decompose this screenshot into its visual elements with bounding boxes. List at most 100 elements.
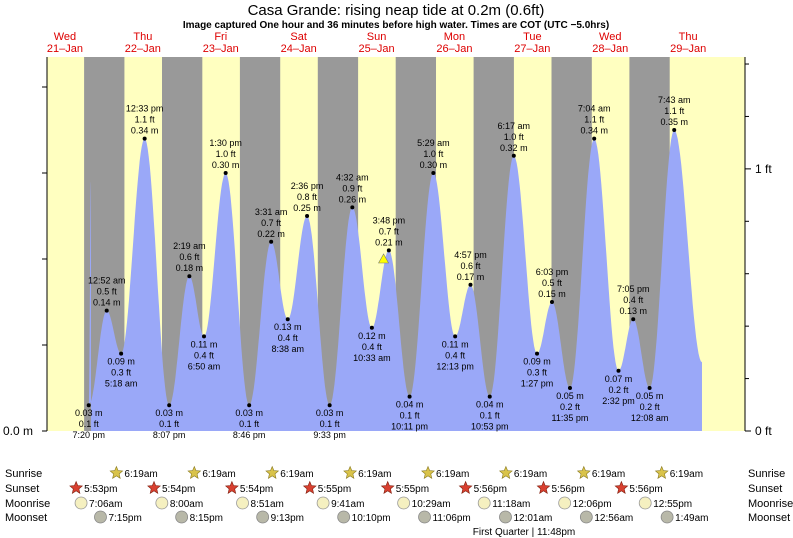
high-tide-marker: 3:48 pm0.7 ft0.21 m (373, 215, 405, 253)
row-label-right-moonrise: Moonrise (748, 498, 793, 510)
tide-feet: 0.1 ft (239, 419, 260, 429)
moonrise-time: 8:00am (170, 499, 203, 510)
high-tide-marker: 7:43 am1.1 ft0.35 m (658, 95, 691, 132)
moonset-time: 9:13pm (271, 513, 304, 524)
sunrise-time: 6:19am (280, 469, 313, 480)
sunset-icon (302, 480, 317, 494)
moonset-icon (175, 510, 189, 524)
tide-point (647, 386, 652, 390)
sunset-time: 5:55pm (396, 484, 429, 495)
sunrise-icon (109, 465, 124, 479)
moonrise-icon (397, 496, 411, 510)
low-tide-marker: 0.07 m0.2 ft2:32 pm (602, 368, 635, 406)
sunrise-time: 6:19am (436, 469, 469, 480)
high-tide-marker: 3:31 am0.7 ft0.22 m (255, 207, 287, 244)
sunset-icon (380, 480, 395, 494)
tide-time: 7:04 am (578, 104, 611, 114)
right-axis-label: 0 ft (755, 424, 772, 438)
tide-feet: 0.2 ft (560, 402, 581, 412)
tide-metres: 0.30 m (212, 160, 240, 170)
tide-feet: 0.3 ft (111, 368, 132, 378)
astronomy-rows: Sunrise Sunrise Sunset Sunset Moonrise Moonri… (5, 465, 793, 538)
tide-feet: 0.1 ft (400, 411, 421, 421)
tide-metres: 0.13 m (619, 306, 647, 316)
row-label-moonrise: Moonrise (5, 498, 50, 510)
tide-point (468, 282, 473, 287)
day-of-week: Sat (290, 31, 307, 43)
sunset-icon (458, 480, 473, 494)
tide-feet: 0.4 ft (194, 350, 215, 360)
sunrise-time: 6:19am (124, 469, 157, 480)
tide-time: 12:33 pm (126, 104, 164, 114)
moonset-icon (337, 510, 351, 524)
tide-metres: 0.04 m (396, 400, 424, 410)
low-tide-marker: 0.03 m0.1 ft8:07 pm (153, 403, 185, 440)
sunset-time: 5:56pm (552, 484, 585, 495)
sunrise-time: 6:19am (592, 469, 625, 480)
sunset-icon (536, 480, 551, 494)
moonrise-time: 8:51am (251, 499, 284, 510)
tide-time: 7:43 am (658, 95, 691, 105)
tide-time: 8:46 pm (233, 430, 266, 440)
tide-point (142, 136, 147, 141)
day-of-week: Thu (133, 31, 152, 43)
row-label-sunset: Sunset (5, 483, 39, 495)
tide-point (672, 128, 677, 132)
tide-time: 5:29 am (417, 138, 450, 148)
current-level-marker (378, 253, 390, 264)
tide-point (350, 205, 355, 210)
tide-feet: 0.1 ft (79, 419, 100, 429)
sunrise-icon (265, 465, 280, 479)
high-tide-marker: 7:05 pm0.4 ft0.13 m (617, 284, 649, 322)
high-tide-marker: 2:19 am0.6 ft0.18 m (173, 241, 206, 279)
day-date: 29–Jan (670, 43, 706, 55)
tide-feet: 0.4 ft (623, 295, 644, 305)
tide-metres: 0.04 m (476, 400, 504, 410)
tide-point (616, 368, 621, 373)
tide-feet: 0.5 ft (97, 287, 118, 297)
tide-feet: 0.2 ft (608, 385, 629, 395)
sunrise-icon (654, 465, 669, 479)
tide-metres: 0.25 m (293, 203, 321, 213)
right-axis-label: 1 ft (755, 162, 772, 176)
tide-point (511, 153, 516, 158)
tide-metres: 0.34 m (580, 126, 608, 136)
tide-time: 4:57 pm (454, 250, 487, 260)
tide-metres: 0.03 m (75, 408, 103, 418)
tide-point (592, 136, 597, 141)
axes: 0.0 m 0 ft 1 ft (3, 57, 772, 438)
moonset-icon (418, 510, 431, 524)
tide-point (453, 334, 458, 339)
tide-time: 2:19 am (173, 241, 206, 251)
day-date: 28–Jan (592, 43, 628, 55)
tide-metres: 0.09 m (107, 357, 135, 367)
sunrise-time: 6:19am (670, 469, 703, 480)
sunrise-time: 6:19am (358, 469, 391, 480)
row-label-sunrise: Sunrise (5, 468, 42, 480)
tide-feet: 0.3 ft (527, 368, 548, 378)
moonrise-icon (236, 496, 249, 510)
tide-point (104, 308, 109, 313)
day-date: 21–Jan (47, 43, 83, 55)
tide-point (269, 239, 274, 244)
tide-metres: 0.26 m (339, 194, 367, 204)
moonrise-icon (316, 496, 330, 510)
sunset-icon (224, 480, 239, 494)
day-date: 26–Jan (436, 43, 472, 55)
tide-point (86, 403, 91, 408)
tide-point (386, 248, 391, 253)
tide-time: 7:20 pm (72, 430, 105, 440)
tide-metres: 0.12 m (358, 331, 386, 341)
sunrise-icon (187, 465, 202, 479)
tide-metres: 0.22 m (257, 229, 285, 239)
low-tide-marker: 0.13 m0.4 ft8:38 am (271, 317, 304, 354)
tide-point (187, 274, 192, 279)
moon-phase-note: First Quarter | 11:48pm (473, 527, 575, 538)
high-tide-marker: 6:17 am1.0 ft0.32 m (498, 121, 530, 158)
tide-time: 11:35 pm (552, 413, 589, 423)
tide-metres: 0.11 m (191, 339, 218, 349)
tide-feet: 0.9 ft (342, 183, 363, 193)
